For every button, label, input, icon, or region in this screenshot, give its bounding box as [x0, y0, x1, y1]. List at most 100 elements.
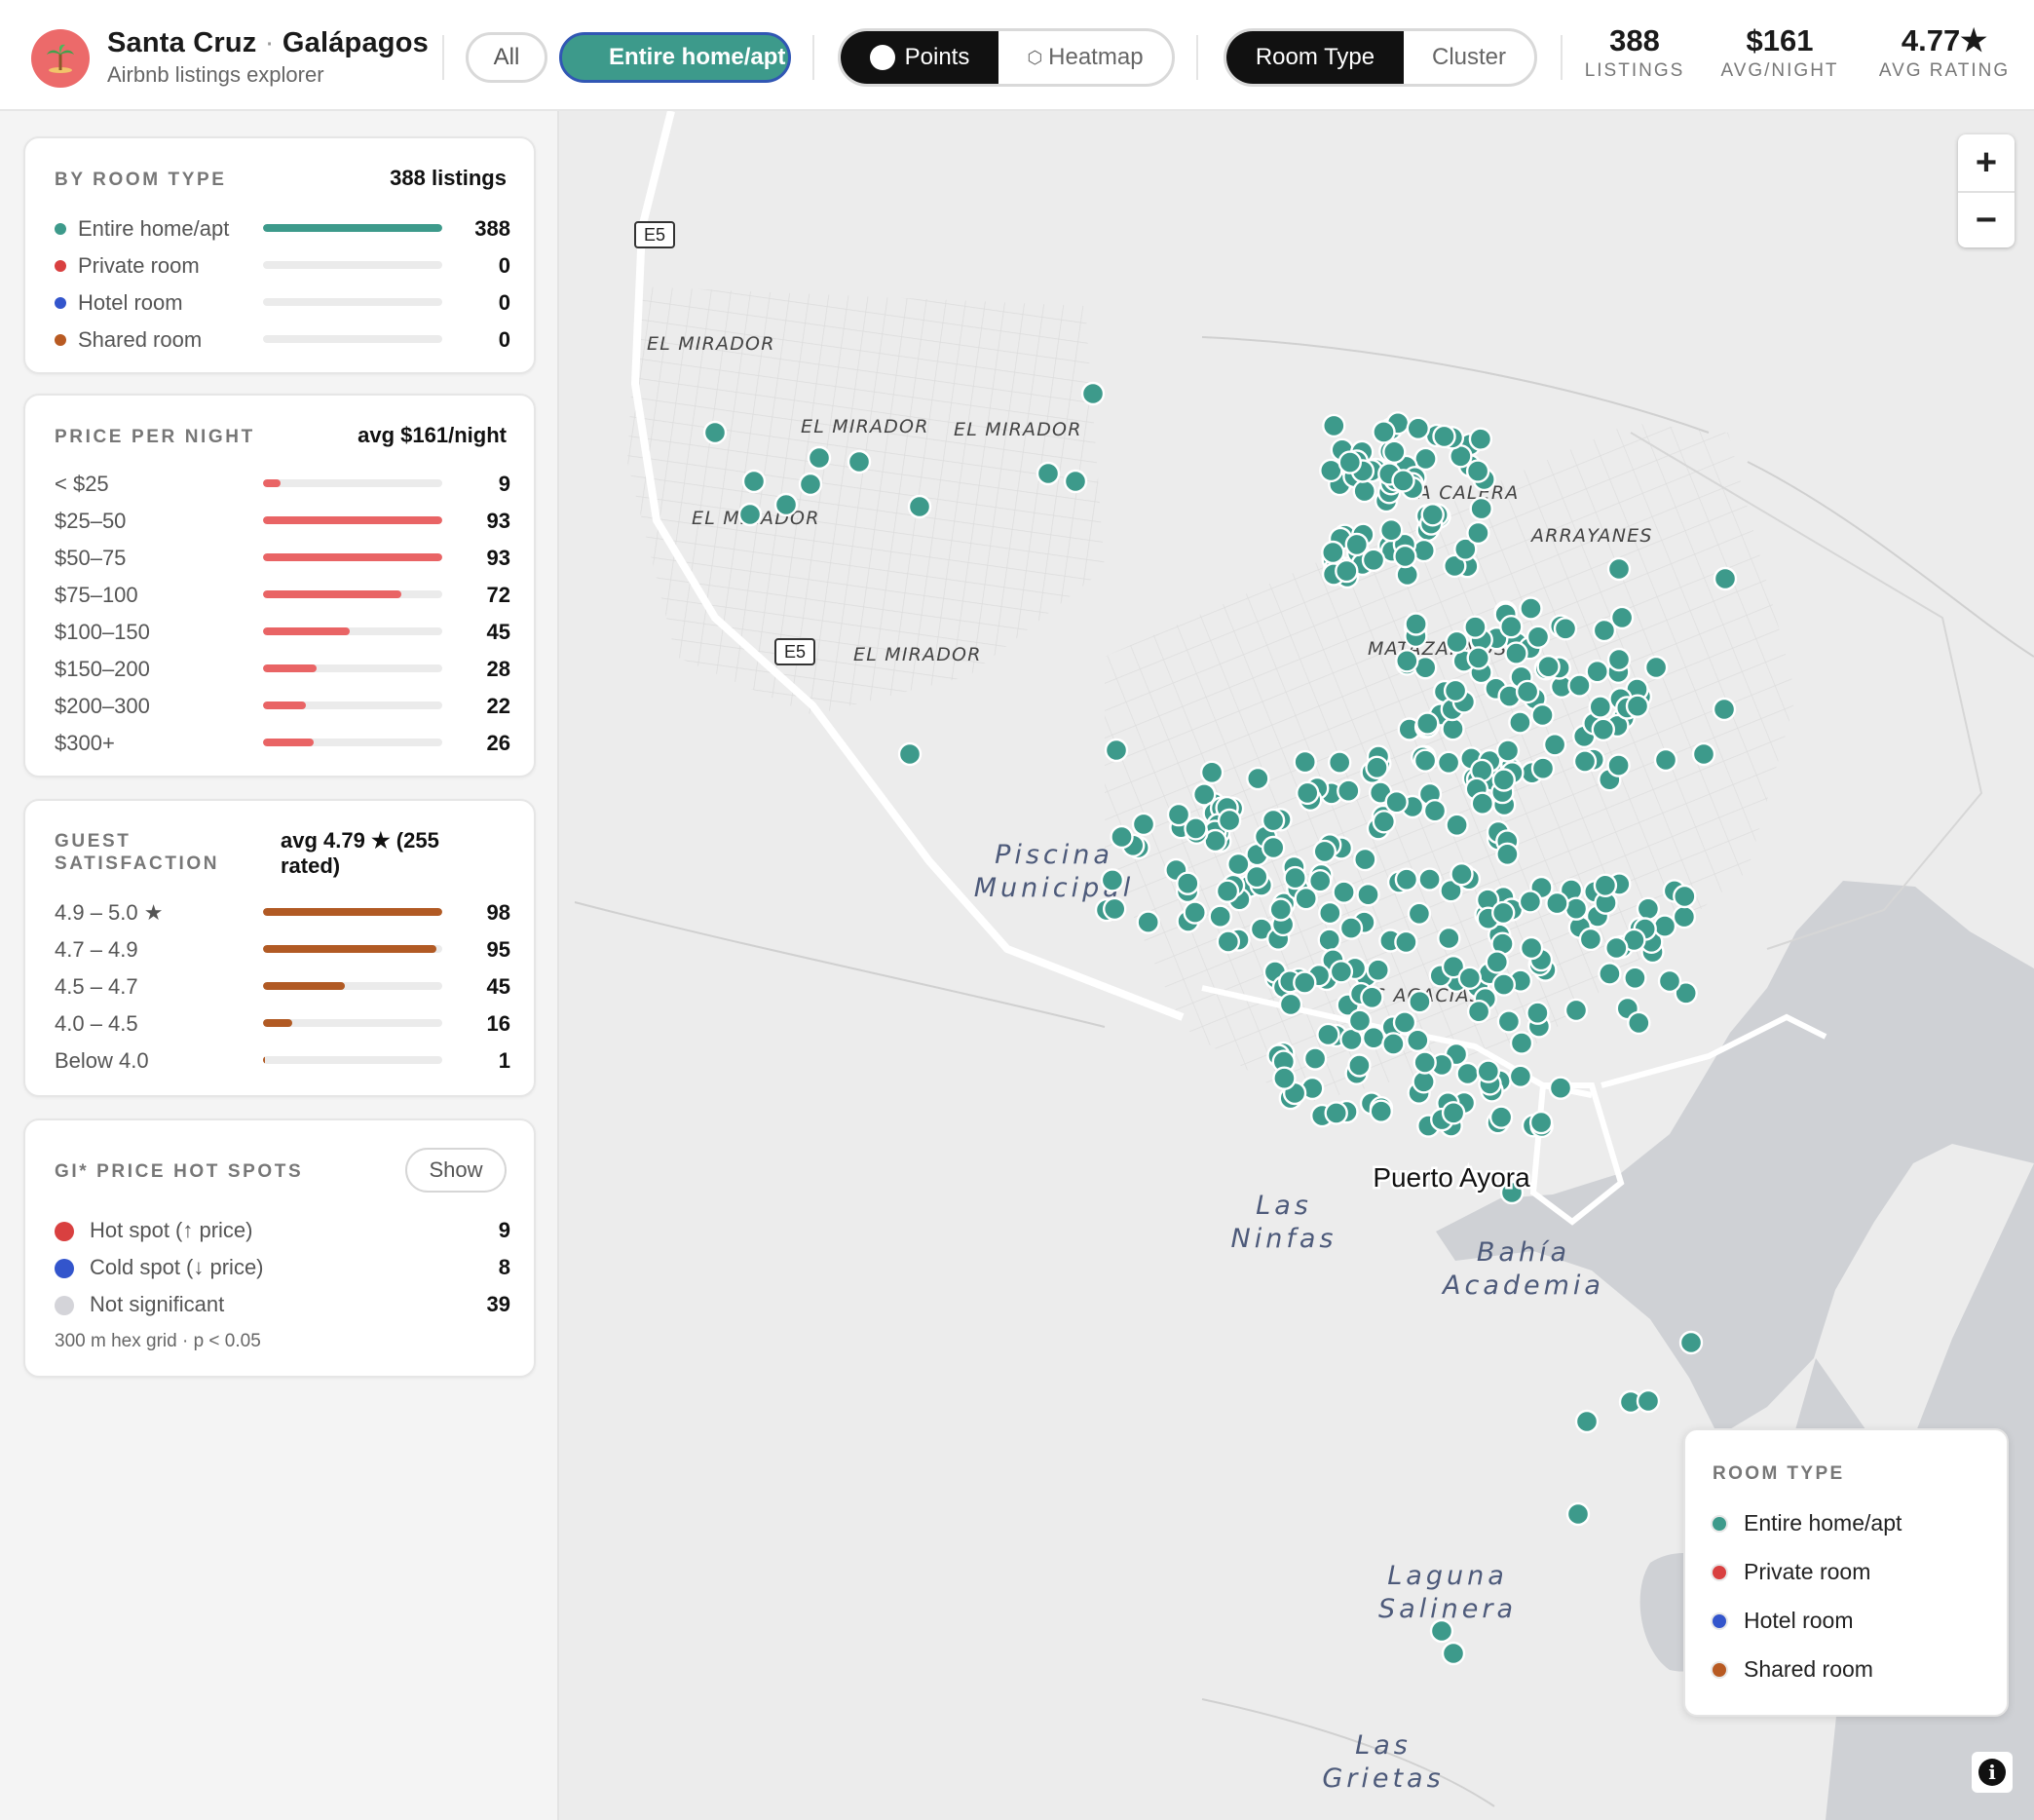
- listing-point[interactable]: [1361, 548, 1386, 572]
- listing-point[interactable]: [1100, 868, 1125, 892]
- listing-point[interactable]: [1530, 756, 1556, 780]
- listing-point[interactable]: [1469, 496, 1493, 521]
- listing-point[interactable]: [1457, 966, 1482, 990]
- listing-point[interactable]: [1504, 641, 1528, 665]
- listing-point[interactable]: [1606, 556, 1632, 582]
- listing-point[interactable]: [1643, 655, 1669, 680]
- listing-point[interactable]: [1678, 1330, 1704, 1355]
- listing-point[interactable]: [1329, 960, 1354, 984]
- listing-point[interactable]: [1495, 739, 1521, 763]
- listing-point[interactable]: [1372, 810, 1396, 834]
- show-hotspots-button[interactable]: Show: [405, 1148, 507, 1193]
- listing-point[interactable]: [1530, 702, 1555, 728]
- listing-point[interactable]: [1526, 1001, 1550, 1025]
- listing-point[interactable]: [1366, 958, 1390, 982]
- listing-point[interactable]: [1278, 992, 1303, 1017]
- listing-point[interactable]: [1131, 812, 1156, 837]
- listing-point[interactable]: [1563, 998, 1589, 1023]
- listing-point[interactable]: [1499, 1180, 1525, 1205]
- listing-point[interactable]: [1394, 867, 1419, 891]
- listing-point[interactable]: [1338, 916, 1364, 940]
- listing-point[interactable]: [1283, 865, 1307, 891]
- listing-point[interactable]: [1036, 461, 1061, 486]
- listing-point[interactable]: [1598, 962, 1622, 986]
- listing-point[interactable]: [1136, 910, 1160, 934]
- listing-point[interactable]: [1441, 1641, 1466, 1666]
- listing-point[interactable]: [1337, 450, 1362, 474]
- listing-point[interactable]: [1208, 904, 1232, 929]
- listing-point[interactable]: [1335, 558, 1359, 584]
- listing-point[interactable]: [1466, 646, 1490, 670]
- zoom-out-button[interactable]: −: [1958, 191, 2015, 247]
- listing-point[interactable]: [1636, 896, 1661, 921]
- listing-point[interactable]: [1674, 981, 1698, 1005]
- listing-point[interactable]: [1328, 750, 1352, 775]
- listing-point[interactable]: [1470, 791, 1494, 815]
- listing-point[interactable]: [798, 472, 823, 497]
- listing-point[interactable]: [1381, 1032, 1406, 1056]
- listing-point[interactable]: [1395, 649, 1419, 673]
- listing-point[interactable]: [1316, 1022, 1340, 1047]
- listing-point[interactable]: [1450, 862, 1474, 887]
- listing-point[interactable]: [1553, 617, 1578, 641]
- listing-point[interactable]: [1382, 439, 1407, 464]
- listing-point[interactable]: [1293, 749, 1317, 775]
- heatmap-view-button[interactable]: ⬡ Heatmap: [998, 31, 1172, 84]
- listing-point[interactable]: [1476, 1059, 1500, 1083]
- listing-point[interactable]: [1406, 1028, 1430, 1052]
- listing-point[interactable]: [1317, 928, 1341, 952]
- listing-point[interactable]: [1192, 782, 1217, 807]
- filter-entire-home-button[interactable]: Entire home/apt: [559, 32, 791, 83]
- listing-point[interactable]: [1528, 1110, 1554, 1135]
- listing-point[interactable]: [1415, 711, 1440, 736]
- listing-point[interactable]: [1183, 900, 1207, 925]
- listing-point[interactable]: [1308, 869, 1333, 893]
- listing-point[interactable]: [1432, 424, 1456, 449]
- listing-point[interactable]: [1466, 520, 1490, 546]
- listing-point[interactable]: [1302, 1046, 1328, 1071]
- listing-point[interactable]: [1294, 887, 1318, 911]
- listing-point[interactable]: [1691, 741, 1716, 767]
- listing-point[interactable]: [1712, 697, 1737, 722]
- map-canvas[interactable]: EL MIRADOR EL MIRADOR EL MIRADOR EL MIRA…: [559, 111, 2034, 1820]
- listing-point[interactable]: [1485, 950, 1509, 974]
- listing-point[interactable]: [1508, 1064, 1533, 1088]
- listing-point[interactable]: [1606, 753, 1631, 777]
- listing-point[interactable]: [1080, 381, 1106, 406]
- listing-point[interactable]: [1604, 935, 1629, 961]
- listing-point[interactable]: [1518, 890, 1543, 914]
- listing-point[interactable]: [1063, 469, 1088, 494]
- listing-point[interactable]: [1215, 879, 1240, 903]
- listing-point[interactable]: [1636, 1388, 1661, 1414]
- listing-point[interactable]: [702, 420, 728, 445]
- listing-point[interactable]: [1672, 904, 1697, 929]
- listing-point[interactable]: [1445, 813, 1469, 837]
- listing-point[interactable]: [1379, 518, 1404, 543]
- listing-point[interactable]: [1216, 929, 1240, 954]
- listing-point[interactable]: [1465, 459, 1490, 483]
- listing-point[interactable]: [1372, 420, 1396, 444]
- listing-point[interactable]: [1713, 566, 1738, 591]
- listing-point[interactable]: [1468, 427, 1493, 451]
- listing-point[interactable]: [1625, 694, 1650, 718]
- listing-point[interactable]: [1356, 883, 1380, 907]
- listing-point[interactable]: [1392, 1010, 1417, 1035]
- listing-point[interactable]: [1515, 679, 1540, 704]
- listing-point[interactable]: [1572, 749, 1598, 774]
- listing-point[interactable]: [1453, 537, 1478, 561]
- listing-point[interactable]: [1360, 985, 1384, 1009]
- listing-point[interactable]: [1312, 839, 1337, 864]
- listing-point[interactable]: [1441, 1101, 1466, 1125]
- listing-point[interactable]: [1455, 1061, 1480, 1086]
- listing-point[interactable]: [1673, 884, 1697, 909]
- listing-point[interactable]: [1321, 540, 1345, 565]
- listing-point[interactable]: [1495, 842, 1520, 866]
- zoom-in-button[interactable]: +: [1975, 141, 1998, 183]
- listing-point[interactable]: [1337, 778, 1361, 803]
- listing-point[interactable]: [741, 469, 767, 494]
- listing-point[interactable]: [1443, 553, 1467, 579]
- listing-point[interactable]: [1585, 660, 1609, 684]
- listing-point[interactable]: [1406, 416, 1430, 440]
- listing-point[interactable]: [1324, 1101, 1348, 1125]
- listing-point[interactable]: [1436, 750, 1461, 775]
